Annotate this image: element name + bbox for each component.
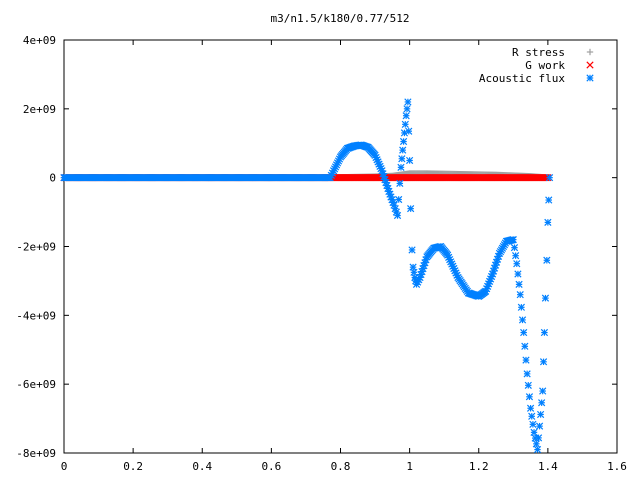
data-point	[522, 356, 530, 364]
y-axis: 4e+09 2e+09 0 -2e+09 -4e+09 -6e+09 -8e+09	[16, 34, 617, 460]
data-point	[398, 155, 406, 163]
data-point	[396, 179, 404, 188]
data-point	[526, 404, 535, 412]
legend-label: G work	[525, 59, 565, 72]
x-tick-label: 1.6	[607, 460, 627, 473]
x-tick-label: 0	[61, 460, 68, 473]
data-point	[403, 105, 411, 113]
data-point	[538, 399, 546, 407]
data-point	[399, 137, 408, 146]
plot-frame	[63, 39, 618, 454]
data-point	[530, 428, 538, 436]
data-point	[541, 294, 550, 302]
data-point	[405, 127, 413, 135]
data-point	[529, 420, 537, 428]
data-point	[509, 235, 517, 244]
x-tick-label: 0.8	[331, 460, 351, 473]
data-point	[534, 434, 543, 442]
y-tick-label: 4e+09	[23, 34, 56, 47]
data-point	[535, 422, 544, 430]
data-point	[521, 342, 529, 350]
data-point	[533, 445, 542, 454]
data-point	[523, 370, 531, 378]
data-point	[518, 316, 527, 324]
data-point	[402, 112, 410, 120]
y-tick-label: -2e+09	[16, 241, 56, 254]
data-point	[525, 393, 534, 401]
legend-marker	[586, 74, 594, 82]
x-tick-label: 1	[406, 460, 413, 473]
y-tick-label: -6e+09	[16, 378, 56, 391]
data-point	[513, 260, 521, 268]
data-point	[540, 328, 549, 337]
data-point	[520, 328, 528, 337]
y-tick-label: -4e+09	[16, 309, 56, 322]
data-point	[514, 270, 522, 278]
x-tick-label: 0.2	[123, 460, 143, 473]
data-point	[528, 412, 536, 420]
x-tick-label: 1.4	[538, 460, 558, 473]
data-point	[545, 196, 553, 204]
data-point	[543, 256, 551, 264]
x-axis: 0 0.2 0.4 0.6 0.8 1 1.2 1.4 1.6	[61, 40, 627, 473]
data-point	[544, 218, 552, 227]
legend-marker	[586, 61, 594, 69]
y-tick-label: 2e+09	[23, 103, 56, 116]
data-point	[393, 211, 402, 220]
data-point	[401, 120, 409, 128]
data-point	[408, 246, 416, 254]
x-tick-label: 1.2	[469, 460, 489, 473]
data-point	[536, 410, 545, 419]
data-point	[517, 303, 526, 311]
legend-label: Acoustic flux	[479, 72, 565, 85]
data-point	[407, 205, 415, 213]
data-point	[510, 244, 519, 252]
data-point	[516, 291, 524, 299]
data-point	[532, 440, 540, 448]
data-point	[406, 156, 414, 165]
y-tick-label: 0	[49, 172, 56, 185]
data-point	[539, 358, 548, 366]
data-point	[511, 252, 520, 260]
series-2	[60, 98, 554, 454]
data-point	[399, 146, 407, 154]
data-point	[395, 195, 403, 204]
data-point	[524, 381, 532, 389]
data-point	[539, 387, 547, 395]
legend-marker	[586, 48, 594, 56]
y-tick-label: -8e+09	[16, 447, 56, 460]
chart-title: m3/n1.5/k180/0.77/512	[270, 12, 409, 25]
legend-label: R stress	[512, 46, 565, 59]
data-point	[545, 174, 554, 182]
x-tick-label: 0.6	[261, 460, 281, 473]
data-point	[397, 163, 405, 171]
data-point	[404, 98, 412, 106]
data-point	[515, 280, 523, 288]
data-point	[409, 263, 417, 271]
series-layer	[60, 98, 554, 454]
x-tick-label: 0.4	[192, 460, 212, 473]
